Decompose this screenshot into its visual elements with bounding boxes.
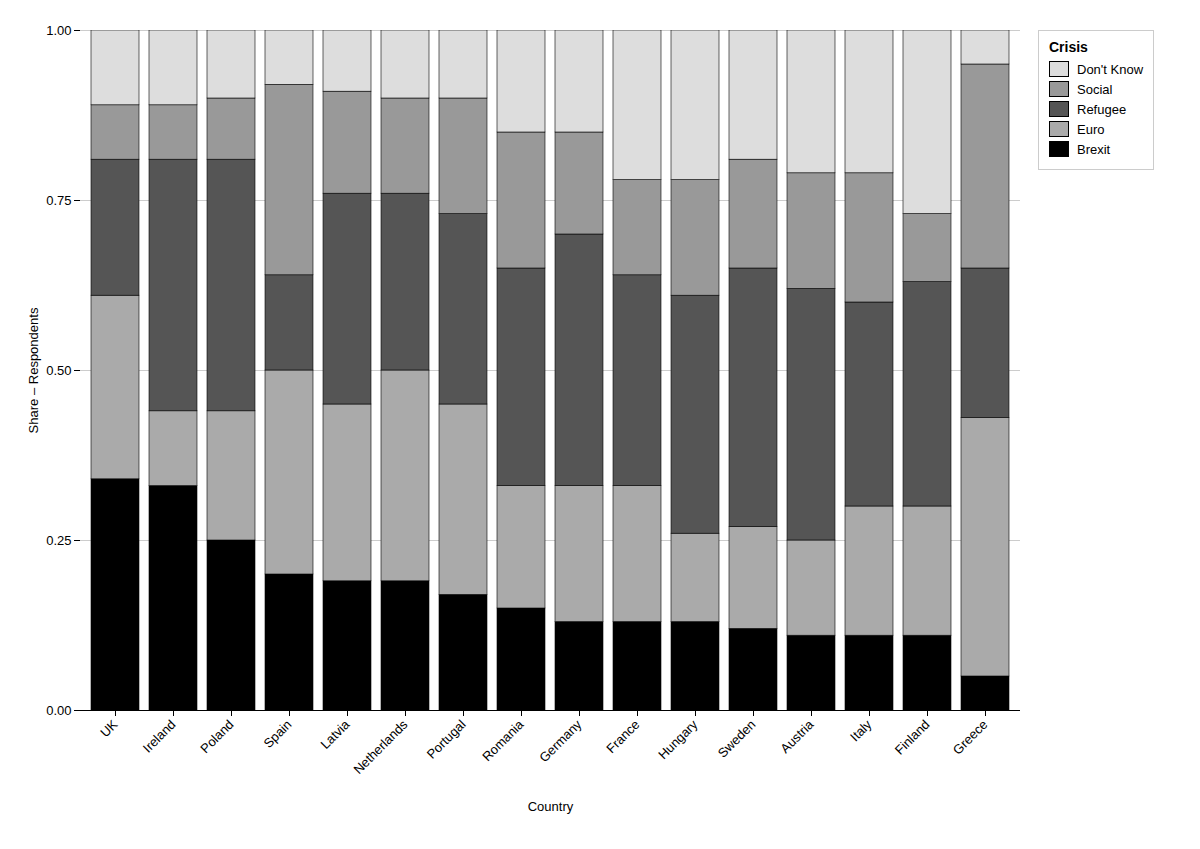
html-text:Don't Know: Don't Know — [1077, 61, 1144, 77]
svg-text:Ireland: Ireland — [140, 717, 179, 756]
svg-text:0.00: 0.00 — [46, 703, 71, 718]
html-text:Social: Social — [1077, 81, 1113, 97]
svg-text:Germany: Germany — [536, 716, 585, 765]
svg-text:0.25: 0.25 — [46, 533, 71, 548]
svg-text:UK: UK — [97, 717, 121, 741]
svg-text:Romania: Romania — [479, 716, 527, 764]
html-text:Brexit: Brexit — [1077, 141, 1111, 157]
svg-text:Country: Country — [528, 799, 574, 814]
svg-text:Share – Respondents: Share – Respondents — [26, 307, 41, 433]
svg-text:France: France — [603, 717, 642, 756]
svg-text:Sweden: Sweden — [715, 717, 759, 761]
svg-text:Austria: Austria — [777, 716, 817, 756]
svg-text:1.00: 1.00 — [46, 23, 71, 38]
svg-text:Portugal: Portugal — [424, 717, 469, 762]
svg-text:Poland: Poland — [197, 717, 236, 756]
html-text:Crisis: Crisis — [1049, 39, 1088, 55]
svg-text:0.75: 0.75 — [46, 193, 71, 208]
svg-text:Finland: Finland — [892, 717, 933, 758]
svg-text:Spain: Spain — [260, 717, 294, 751]
svg-text:Netherlands: Netherlands — [350, 716, 411, 777]
svg-text:0.50: 0.50 — [46, 363, 71, 378]
svg-text:Hungary: Hungary — [655, 716, 701, 762]
html-text:Euro: Euro — [1077, 121, 1105, 137]
svg-text:Italy: Italy — [847, 716, 875, 744]
html-text:Refugee: Refugee — [1077, 101, 1127, 117]
svg-text:Greece: Greece — [950, 717, 991, 758]
svg-text:Latvia: Latvia — [317, 716, 353, 752]
